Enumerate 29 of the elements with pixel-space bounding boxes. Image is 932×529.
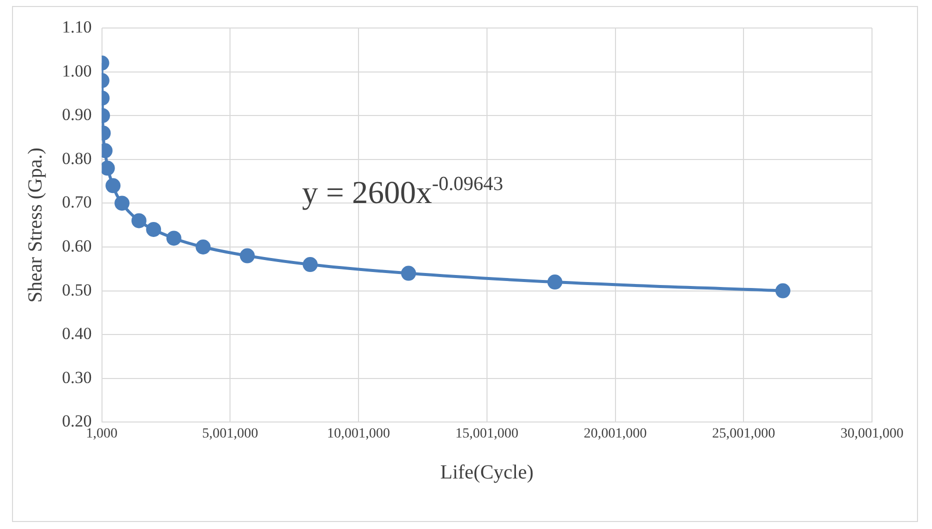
x-tick-label: 5,001,000 — [202, 426, 258, 442]
x-tick-label: 30,001,000 — [840, 426, 904, 442]
point — [547, 274, 562, 290]
point — [114, 196, 130, 211]
y-tick-label: 0.40 — [62, 324, 92, 344]
x-axis-title: Life(Cycle) — [440, 461, 534, 484]
x-tick-label: 25,001,000 — [712, 426, 776, 442]
point — [146, 222, 162, 237]
point — [166, 230, 182, 246]
x-tick-label: 1,000 — [86, 426, 118, 442]
y-tick-label: 0.70 — [62, 192, 92, 212]
point — [401, 266, 416, 281]
point — [302, 257, 318, 272]
y-axis-title: Shear Stress (Gpa.) — [24, 148, 46, 303]
point — [106, 178, 121, 194]
point — [131, 213, 146, 228]
y-tick-label: 1.10 — [62, 17, 92, 36]
y-tick-label: 0.30 — [62, 368, 92, 387]
point — [196, 240, 211, 254]
y-tick-label: 0.60 — [62, 236, 92, 256]
y-tick-label: 0.90 — [62, 105, 92, 124]
x-tick-label: 20,001,000 — [584, 426, 647, 442]
y-tick-label: 0.50 — [62, 280, 92, 300]
y-tick-label: 0.80 — [62, 148, 92, 168]
point — [775, 283, 790, 298]
x-tick-label: 10,001,000 — [327, 426, 390, 442]
y-tick-label: 1.00 — [62, 61, 92, 80]
x-tick-label: 15,001,000 — [455, 426, 518, 442]
point — [240, 248, 255, 264]
